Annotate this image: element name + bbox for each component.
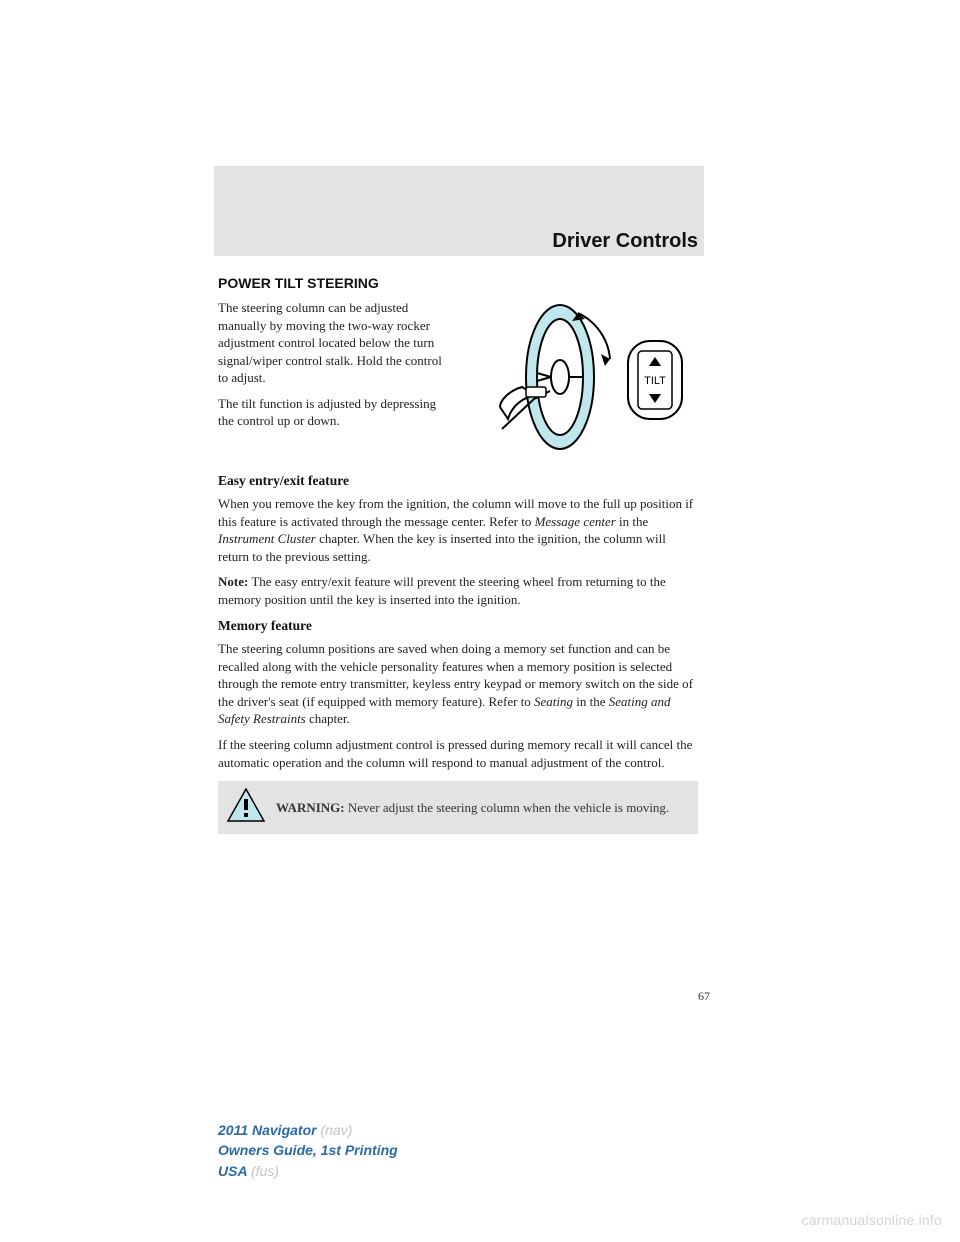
warning-triangle-icon [226,787,266,828]
chapter-title: Driver Controls [218,230,698,253]
footer-code-2: (fus) [251,1163,279,1179]
warning-label: WARNING: [276,800,345,815]
note-label: Note: [218,574,248,589]
mem-text-italic-1: Seating [534,694,573,709]
intro-paragraph-1: The steering column can be adjusted manu… [218,299,454,387]
easy-text-mid-1: in the [616,514,649,529]
easy-text-italic-2: Instrument Cluster [218,531,316,546]
warning-box: WARNING: Never adjust the steering colum… [218,781,698,834]
page-root: Driver Controls POWER TILT STEERING The … [0,0,960,1242]
intro-text-col: The steering column can be adjusted manu… [218,299,454,459]
footer-vehicle: 2011 Navigator [218,1122,320,1138]
section-heading: POWER TILT STEERING [218,275,698,291]
footer-code-1: (nav) [320,1122,352,1138]
footer-line-1: 2011 Navigator (nav) [218,1120,398,1140]
memory-paragraph-1: The steering column positions are saved … [218,640,698,728]
memory-heading: Memory feature [218,618,698,634]
easy-entry-paragraph: When you remove the key from the ignitio… [218,495,698,565]
intro-paragraph-2: The tilt function is adjusted by depress… [218,395,454,430]
footer-region: USA [218,1163,251,1179]
easy-text-italic-1: Message center [535,514,616,529]
content-area: Driver Controls POWER TILT STEERING The … [218,230,698,834]
footer-line-3: USA (fus) [218,1161,398,1181]
warning-body: Never adjust the steering column when th… [345,800,670,815]
intro-row: The steering column can be adjusted manu… [218,299,698,459]
footer-line-2: Owners Guide, 1st Printing [218,1140,398,1160]
warning-text: WARNING: Never adjust the steering colum… [276,799,669,817]
illustration-col: TILT [466,299,698,459]
watermark: carmanualsonline.info [802,1212,942,1228]
footer: 2011 Navigator (nav) Owners Guide, 1st P… [218,1120,398,1181]
mem-text-mid-1: in the [573,694,609,709]
note-text: The easy entry/exit feature will prevent… [218,574,666,607]
note-paragraph: Note: The easy entry/exit feature will p… [218,573,698,608]
tilt-label: TILT [644,375,666,387]
easy-entry-heading: Easy entry/exit feature [218,473,698,489]
page-number: 67 [698,989,710,1004]
memory-paragraph-2: If the steering column adjustment contro… [218,736,698,771]
mem-text-post: chapter. [306,711,350,726]
tilt-steering-illustration: TILT [472,299,692,459]
